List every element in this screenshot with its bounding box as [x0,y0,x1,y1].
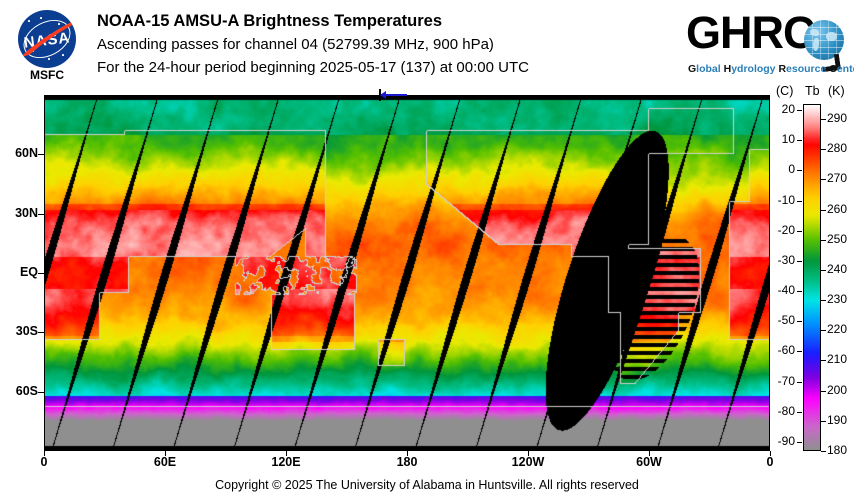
channel-subtitle: Ascending passes for channel 04 (52799.3… [97,36,494,53]
nasa-logo: NASA MSFC [8,8,86,86]
lon-tick [528,451,529,456]
colorbar-tick-celsius [797,260,802,262]
colorbar-label-celsius: -90 [777,433,795,448]
colorbar-tick-kelvin [821,239,826,241]
page-title: NOAA-15 AMSU-A Brightness Temperatures [97,12,443,30]
colorbar-label-celsius: -80 [777,403,795,418]
lat-label: 30N [15,205,38,220]
brightness-temperature-map[interactable] [44,95,770,451]
colorbar-tick-celsius [797,200,802,202]
colorbar-tick-celsius [797,411,802,413]
colorbar-label-kelvin: 260 [827,201,848,216]
colorbar-tick-celsius [797,291,802,293]
lon-tick [44,451,45,456]
period-label: For the 24-hour period beginning 2025-05… [97,59,529,76]
colorbar-label-kelvin: 230 [827,292,848,307]
ghrc-acronym: GHRC [686,7,815,58]
colorbar-label-kelvin: 250 [827,231,848,246]
lon-label: 180 [396,455,418,469]
colorbar-tick-celsius [797,140,802,142]
colorbar-unit-kelvin: (K) [828,84,845,98]
colorbar-tick-kelvin [821,119,826,121]
colorbar-label-celsius: -60 [777,343,795,358]
lat-label: 60N [15,146,38,161]
colorbar-label-celsius: 0 [788,162,795,177]
colorbar-label-celsius: -30 [777,252,795,267]
colorbar-tick-kelvin [821,360,826,362]
colorbar-quantity: Tb [805,84,820,98]
colorbar-label-kelvin: 200 [827,382,848,397]
colorbar-tick-kelvin [821,451,826,452]
colorbar-tick-kelvin [821,390,826,392]
colorbar-tick-kelvin [821,149,826,151]
lat-label: 30S [15,324,38,339]
colorbar-tick-kelvin [821,330,826,332]
lat-tick [38,213,44,215]
colorbar-label-celsius: -20 [777,222,795,237]
colorbar-label-kelvin: 240 [827,261,848,276]
colorbar-tick-celsius [797,351,802,353]
colorbar-label-kelvin: 190 [827,412,848,427]
lon-label: 60W [636,455,662,469]
colorbar-tick-celsius [797,230,802,232]
lon-label: 60E [153,455,177,469]
colorbar-tick-kelvin [821,420,826,422]
colorbar-label-celsius: 10 [781,132,795,147]
colorbar-gradient [804,105,820,450]
lon-tick [407,451,408,456]
colorbar-tick-kelvin [821,179,826,181]
lon-label: 0 [40,455,48,469]
colorbar-label-kelvin: 270 [827,171,848,186]
lon-label: 0 [766,455,774,469]
colorbar-tick-celsius [797,381,802,383]
nasa-center-label: MSFC [30,68,64,82]
colorbar-label-kelvin: 280 [827,141,848,156]
colorbar-label-kelvin: 180 [827,443,848,457]
colorbar-label-kelvin: 290 [827,111,848,126]
lat-label: 60S [15,383,38,398]
colorbar-label-celsius: -50 [777,313,795,328]
lat-label: EQ [19,265,38,279]
lat-tick [38,332,44,334]
lat-tick [38,154,44,156]
colorbar-tick-kelvin [821,300,826,302]
colorbar-tick-celsius [797,441,802,443]
colorbar-label-celsius: -40 [777,283,795,298]
colorbar-unit-celsius: (C) [776,84,794,98]
ghrc-logo: GHRC Global Hydrology Resource Center [686,7,854,80]
copyright-notice: Copyright © 2025 The University of Alaba… [215,478,639,492]
nasa-meatball-icon: NASA [18,10,76,68]
colorbar-label-celsius: 20 [781,102,795,117]
colorbar-tick-celsius [797,170,802,172]
lon-label: 120E [271,455,301,469]
map-raster [44,95,770,451]
globe-icon [804,20,844,60]
lat-tick [38,273,44,274]
lat-tick [38,391,44,393]
colorbar-label-kelvin: 210 [827,352,848,367]
lon-tick [165,451,166,456]
lon-tick [649,451,650,456]
lon-tick [770,451,771,456]
colorbar-label-celsius: -70 [777,373,795,388]
lon-tick [286,451,287,456]
colorbar [803,104,821,451]
colorbar-label-kelvin: 220 [827,322,848,337]
ghrc-expansion: Global Hydrology Resource Center [688,63,854,75]
lon-label: 120W [511,455,545,469]
colorbar-tick-kelvin [821,209,826,211]
title-block: NOAA-15 AMSU-A Brightness Temperatures A… [97,9,677,79]
colorbar-tick-kelvin [821,269,826,271]
colorbar-label-celsius: -10 [777,192,795,207]
colorbar-tick-celsius [797,110,802,112]
colorbar-tick-celsius [797,321,802,323]
